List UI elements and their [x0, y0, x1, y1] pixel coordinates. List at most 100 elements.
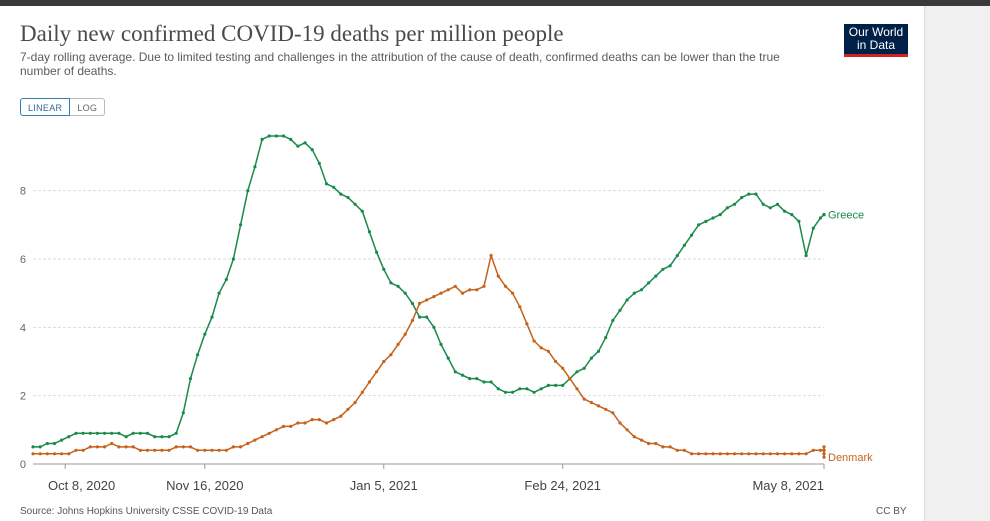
greece-data-point — [317, 161, 321, 165]
greece-label[interactable]: Greece — [828, 210, 864, 222]
denmark-data-point — [38, 452, 42, 456]
greece-data-point — [303, 141, 307, 145]
license-label[interactable]: CC BY — [876, 506, 907, 517]
greece-data-point — [453, 370, 457, 374]
greece-data-point — [260, 137, 264, 141]
greece-data-point — [396, 284, 400, 288]
greece-data-point — [45, 441, 49, 446]
greece-data-point — [67, 435, 71, 439]
greece-data-point — [289, 137, 293, 141]
owid-logo[interactable]: Our World in Data — [844, 24, 908, 57]
greece-data-point — [410, 301, 414, 305]
denmark-data-point — [575, 387, 579, 391]
greece-data-point — [546, 383, 551, 387]
greece-data-point — [818, 216, 823, 220]
denmark-data-point — [697, 452, 701, 456]
denmark-data-point — [503, 284, 508, 288]
denmark-data-point — [532, 339, 536, 343]
denmark-data-point — [88, 445, 92, 449]
log-scale-button[interactable]: LOG — [70, 98, 106, 116]
denmark-data-point — [210, 448, 214, 452]
denmark-data-point — [396, 342, 400, 346]
denmark-data-point — [246, 441, 250, 446]
greece-data-point — [52, 441, 57, 446]
denmark-data-point — [482, 284, 486, 288]
denmark-data-point — [604, 407, 608, 411]
denmark-data-point — [561, 366, 565, 370]
greece-data-point — [604, 336, 608, 340]
chart-card: Daily new confirmed COVID-19 deaths per … — [0, 6, 924, 521]
denmark-data-point — [822, 445, 826, 449]
denmark-data-point — [740, 452, 744, 456]
greece-data-point — [174, 431, 178, 435]
denmark-data-point — [217, 448, 221, 452]
denmark-data-point — [661, 445, 665, 449]
greece-data-point — [761, 202, 765, 206]
denmark-data-point — [539, 346, 543, 350]
line-chart: 0 2 4 6 8 Oct 8, 2020 Nov 16, 2020 Jan 5, 2021… — [20, 134, 873, 493]
greece-data-point — [188, 377, 193, 381]
denmark-data-point — [668, 445, 672, 449]
denmark-data-point — [546, 349, 551, 353]
denmark-data-point — [81, 448, 85, 452]
greece-data-point — [596, 349, 601, 353]
denmark-data-point — [382, 359, 386, 364]
greece-data-point — [639, 288, 644, 292]
greece-data-point — [822, 213, 826, 217]
greece-data-point — [267, 134, 271, 138]
denmark-data-point — [117, 445, 121, 449]
denmark-data-point — [389, 353, 393, 357]
greece-data-point — [711, 216, 715, 220]
greece-data-point — [561, 383, 565, 387]
greece-data-point — [418, 315, 422, 319]
greece-data-point — [525, 387, 529, 391]
denmark-data-point — [353, 400, 357, 405]
greece-data-point — [31, 445, 35, 449]
greece-data-point — [790, 213, 794, 217]
denmark-data-point — [754, 452, 758, 456]
greece-data-point — [253, 165, 257, 169]
denmark-label[interactable]: Denmark — [828, 452, 873, 464]
greece-data-point — [510, 390, 515, 394]
denmark-data-point — [704, 452, 708, 456]
denmark-data-point — [525, 322, 529, 326]
greece-data-point — [196, 353, 200, 357]
y-tick-label: 4 — [20, 322, 26, 334]
x-tick-label: May 8, 2021 — [752, 478, 824, 493]
greece-data-point — [804, 254, 808, 258]
denmark-data-point — [475, 288, 479, 292]
linear-scale-button[interactable]: LINEAR — [20, 98, 71, 116]
denmark-data-point — [124, 445, 128, 449]
top-bar — [0, 0, 990, 6]
greece-series-line[interactable] — [33, 135, 825, 448]
series-layer — [31, 134, 826, 459]
greece-data-point — [632, 291, 636, 295]
greece-data-point — [489, 380, 493, 384]
denmark-data-point — [103, 445, 107, 449]
greece-data-point — [60, 438, 64, 442]
greece-data-point — [611, 318, 615, 323]
denmark-data-point — [60, 452, 64, 456]
greece-data-point — [704, 219, 708, 223]
greece-data-point — [518, 387, 522, 391]
greece-data-point — [425, 315, 429, 319]
denmark-data-point — [625, 428, 629, 432]
denmark-data-point — [239, 445, 243, 449]
greece-data-point — [661, 267, 665, 271]
greece-data-point — [224, 277, 228, 282]
chart-title: Daily new confirmed COVID-19 deaths per … — [20, 21, 564, 46]
denmark-data-point — [346, 407, 350, 411]
greece-data-point — [310, 148, 314, 152]
greece-data-point — [160, 435, 164, 439]
denmark-data-point — [496, 274, 500, 278]
logo-line-1: Our World — [848, 25, 904, 39]
greece-data-point — [131, 431, 135, 435]
greece-data-point — [668, 264, 672, 268]
denmark-data-point — [453, 284, 457, 288]
denmark-data-point — [797, 452, 801, 456]
greece-data-point — [95, 431, 99, 435]
denmark-data-point — [339, 414, 343, 418]
denmark-series-line[interactable] — [33, 252, 825, 458]
denmark-data-point — [138, 448, 142, 452]
greece-data-point — [117, 431, 121, 435]
